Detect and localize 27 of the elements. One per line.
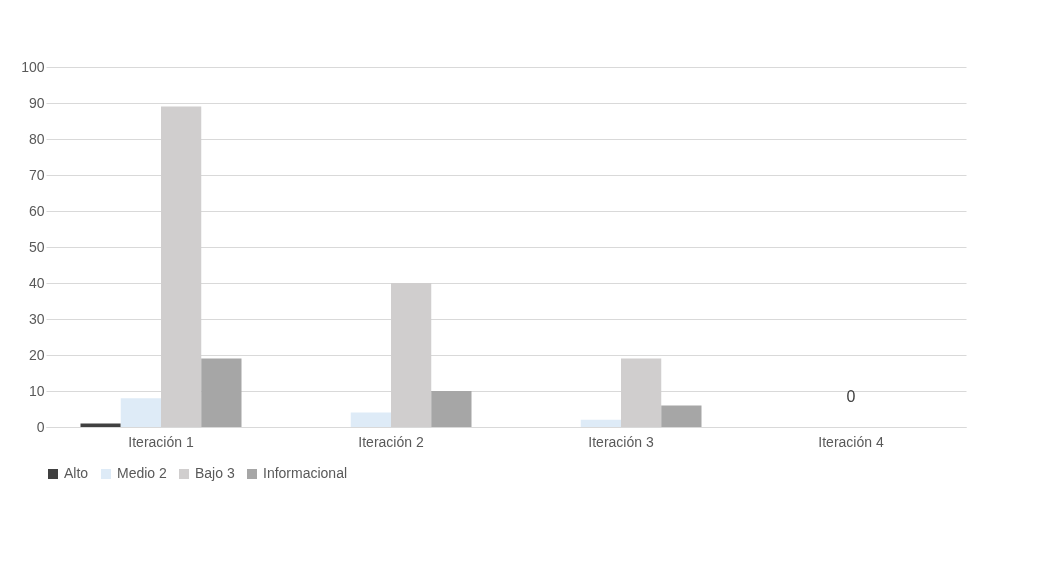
y-tick-label: 40: [28, 274, 45, 291]
y-tick-label: 60: [28, 202, 45, 219]
y-tick-label: 20: [28, 346, 45, 363]
y-tick-label: 90: [28, 94, 45, 111]
y-tick-label: 80: [28, 130, 45, 147]
bar: [201, 358, 242, 427]
x-tick-label: Iteración 1: [128, 433, 194, 450]
legend-label: Alto: [64, 465, 89, 481]
annotation: 0: [846, 388, 856, 405]
legend-label: Medio 2: [117, 465, 168, 481]
legend-label: Bajo 3: [195, 465, 235, 481]
x-tick-label: Iteración 2: [358, 433, 424, 450]
legend-label: Informacional: [263, 465, 348, 481]
y-tick-label: 10: [28, 382, 45, 399]
bar: [120, 398, 161, 427]
x-tick-label: Iteración 4: [818, 433, 884, 450]
x-tick-label: Iteración 3: [588, 433, 654, 450]
bar: [431, 391, 472, 427]
bar: [350, 412, 391, 427]
bar: [580, 419, 621, 427]
y-tick-label: 70: [28, 166, 45, 183]
y-tick-label: 30: [28, 310, 45, 327]
y-tick-label: 0: [36, 418, 45, 435]
y-tick-label: 100: [21, 58, 45, 75]
bar: [80, 423, 121, 427]
bar: [661, 405, 702, 427]
y-tick-label: 50: [28, 238, 45, 255]
